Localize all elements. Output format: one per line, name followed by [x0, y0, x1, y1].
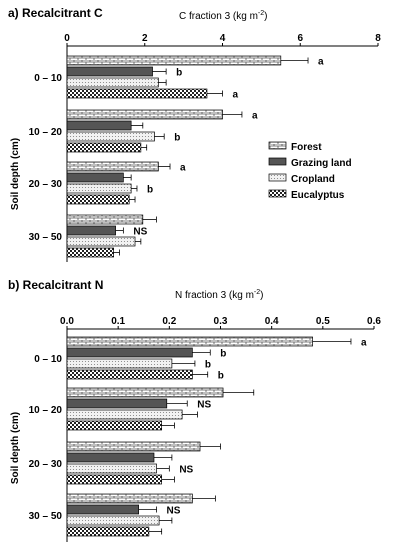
panel-b-label: b) Recalcitrant N	[8, 278, 103, 292]
panel-a-axis-title: C fraction 3 (kg m-2)	[179, 10, 268, 22]
b-category-label: 0 – 10	[34, 354, 62, 365]
b-bar-cropland	[66, 463, 157, 474]
b-significance-label: b	[220, 349, 226, 360]
b-bar-grazing-land	[66, 452, 155, 463]
b-bar-forest	[66, 336, 313, 347]
b-significance-label: b	[218, 371, 224, 382]
b-category-label: 10 – 20	[29, 405, 63, 416]
b-bar-forest	[66, 387, 224, 398]
a-bar-cropland	[66, 131, 155, 142]
a-bar-cropland	[66, 183, 132, 194]
a-bar-cropland	[66, 77, 159, 88]
b-x-tick-label: 0.6	[367, 316, 381, 327]
a-significance-label: b	[174, 133, 180, 144]
b-category-label: 20 – 30	[29, 459, 63, 470]
b-x-tick-label: 0.2	[162, 316, 176, 327]
b-bar-eucalyptus	[66, 369, 193, 380]
legend-label-forest: Forest	[291, 142, 322, 153]
b-category-label: 30 – 50	[29, 511, 63, 522]
a-bar-cropland	[66, 236, 136, 247]
b-x-tick-label: 0.3	[214, 316, 228, 327]
a-x-tick-label: 6	[297, 33, 303, 44]
b-bar-cropland	[66, 358, 173, 369]
b-bar-eucalyptus	[66, 474, 163, 485]
a-x-tick-label: 8	[375, 33, 381, 44]
a-x-tick-label: 4	[220, 33, 226, 44]
b-bar-grazing-land	[66, 347, 193, 358]
a-bar-forest	[66, 161, 159, 172]
a-bar-eucalyptus	[66, 194, 130, 205]
legend-label-cropland: Cropland	[291, 174, 335, 185]
a-significance-label: a	[318, 57, 324, 68]
legend: Forest Grazing land Cropland Eucalyptus	[268, 141, 352, 201]
b-significance-label: b	[205, 360, 211, 371]
b-x-tick-label: 0.1	[111, 316, 125, 327]
a-significance-label: b	[147, 185, 153, 196]
a-bar-grazing-land	[66, 225, 116, 236]
b-significance-label: NS	[197, 400, 211, 411]
legend-swatch-cropland	[268, 173, 287, 182]
a-bar-forest	[66, 55, 282, 66]
a-bar-eucalyptus	[66, 88, 208, 99]
legend-swatch-eucalyptus	[268, 189, 287, 198]
a-significance-label: NS	[133, 227, 147, 238]
a-bar-eucalyptus	[66, 142, 142, 153]
legend-swatch-grazing-land	[268, 157, 287, 166]
legend-label-eucalyptus: Eucalyptus	[291, 190, 345, 201]
a-significance-label: b	[176, 68, 182, 79]
a-category-label: 10 – 20	[29, 127, 63, 138]
a-bar-grazing-land	[66, 66, 153, 77]
a-significance-label: a	[252, 111, 258, 122]
a-x-tick-label: 2	[142, 33, 148, 44]
b-bar-forest	[66, 441, 201, 452]
b-bar-forest	[66, 493, 193, 504]
b-bar-eucalyptus	[66, 420, 163, 431]
a-category-label: 20 – 30	[29, 179, 63, 190]
a-bar-forest	[66, 109, 223, 120]
b-bar-grazing-land	[66, 504, 139, 515]
panel-b-axis-title: N fraction 3 (kg m-2)	[175, 289, 264, 301]
a-category-label: 0 – 10	[34, 73, 62, 84]
b-significance-label: a	[361, 338, 367, 349]
panel-a-y-axis-label: Soil depth (cm)	[10, 138, 21, 210]
b-x-tick-label: 0.4	[265, 316, 279, 327]
legend-swatch-forest	[268, 141, 287, 150]
b-bar-eucalyptus	[66, 526, 150, 537]
b-bar-grazing-land	[66, 398, 168, 409]
b-bar-cropland	[66, 515, 160, 526]
b-x-tick-label: 0.5	[316, 316, 330, 327]
panel-a-label: a) Recalcitrant C	[8, 6, 103, 20]
b-significance-label: NS	[179, 465, 193, 476]
a-x-tick-label: 0	[64, 33, 70, 44]
a-significance-label: a	[233, 90, 239, 101]
a-significance-label: a	[180, 163, 186, 174]
a-bar-grazing-land	[66, 120, 132, 131]
panel-recalcitrant-c: a) Recalcitrant C C fraction 3 (kg m-2) …	[8, 6, 381, 262]
b-bar-cropland	[66, 409, 183, 420]
panel-recalcitrant-n: b) Recalcitrant N N fraction 3 (kg m-2) …	[8, 278, 381, 542]
legend-label-grazing-land: Grazing land	[291, 158, 352, 169]
b-significance-label: NS	[167, 506, 181, 517]
a-bar-eucalyptus	[66, 247, 115, 258]
a-bar-grazing-land	[66, 172, 124, 183]
b-x-tick-label: 0.0	[60, 316, 74, 327]
a-category-label: 30 – 50	[29, 232, 63, 243]
a-bar-forest	[66, 214, 144, 225]
panel-b-y-axis-label: Soil depth (cm)	[10, 412, 21, 484]
